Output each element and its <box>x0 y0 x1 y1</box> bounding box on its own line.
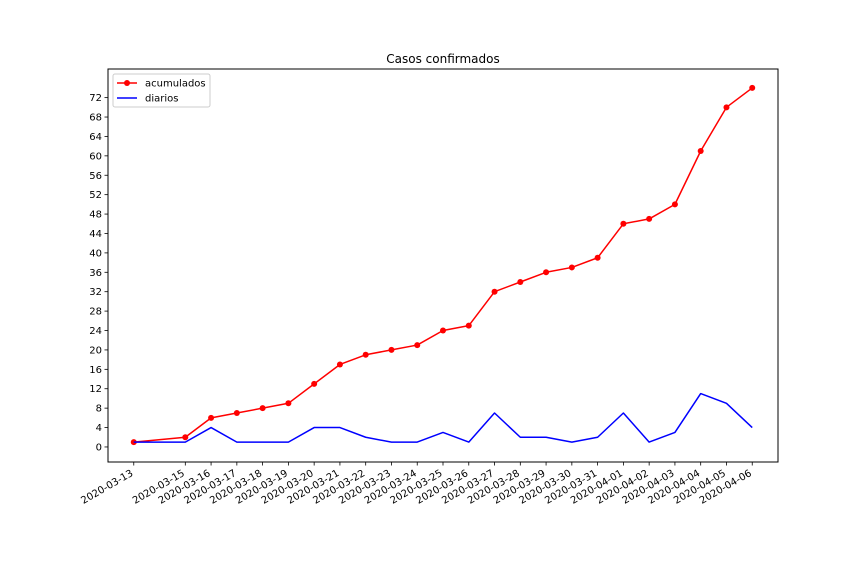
data-point-acumulados <box>388 346 395 353</box>
y-tick-label: 16 <box>89 365 102 376</box>
data-point-acumulados <box>285 400 292 407</box>
y-tick-label: 4 <box>96 423 102 434</box>
data-point-acumulados <box>362 351 369 358</box>
y-tick-label: 0 <box>96 442 102 453</box>
legend: acumulados diarios <box>112 73 211 108</box>
data-point-acumulados <box>440 327 446 334</box>
chart-title: Casos confirmados <box>386 52 499 66</box>
y-tick-label: 40 <box>89 248 102 259</box>
y-tick-label: 20 <box>89 345 102 356</box>
y-tick-label: 8 <box>96 404 102 415</box>
data-point-acumulados <box>646 215 653 222</box>
series-line-diarios <box>133 392 753 443</box>
series-layer <box>130 84 756 446</box>
data-point-acumulados <box>491 288 498 295</box>
data-point-acumulados <box>336 361 343 368</box>
y-tick-label: 64 <box>89 132 102 143</box>
data-point-acumulados <box>182 434 189 441</box>
y-tick-label: 44 <box>89 229 102 240</box>
y-tick-label: 28 <box>89 307 102 318</box>
y-tick-label: 24 <box>89 326 102 337</box>
data-point-acumulados <box>259 405 266 412</box>
data-point-acumulados <box>594 254 601 261</box>
plot-area <box>107 68 779 463</box>
legend-label-acumulados: acumulados <box>145 79 206 90</box>
data-point-acumulados <box>697 147 704 154</box>
x-axis: 2020-03-132020-03-152020-03-162020-03-17… <box>79 462 754 507</box>
y-tick-label: 60 <box>89 151 102 162</box>
y-tick-label: 12 <box>89 384 102 395</box>
y-tick-label: 36 <box>89 268 102 279</box>
data-point-acumulados <box>671 201 678 208</box>
x-tick-label: 2020-03-13 <box>79 468 135 507</box>
series-line-acumulados <box>133 87 753 443</box>
data-point-acumulados <box>311 380 318 387</box>
data-point-acumulados <box>568 264 575 271</box>
data-point-acumulados <box>517 278 524 285</box>
y-tick-label: 48 <box>89 210 102 221</box>
y-tick-label: 68 <box>89 113 102 124</box>
data-point-acumulados <box>130 439 137 446</box>
y-tick-label: 72 <box>89 93 102 104</box>
y-tick-label: 32 <box>89 287 102 298</box>
legend-box <box>112 73 211 108</box>
data-point-acumulados <box>233 409 240 416</box>
data-point-acumulados <box>723 104 730 111</box>
data-point-acumulados <box>465 322 472 329</box>
data-point-acumulados <box>208 414 215 421</box>
data-point-acumulados <box>749 84 756 91</box>
legend-label-diarios: diarios <box>145 94 178 105</box>
data-point-acumulados <box>414 342 421 349</box>
data-point-acumulados <box>620 220 627 227</box>
y-tick-label: 52 <box>89 190 102 201</box>
legend-marker-acumulados <box>124 80 130 86</box>
y-tick-label: 56 <box>89 171 102 182</box>
data-point-acumulados <box>543 269 550 276</box>
